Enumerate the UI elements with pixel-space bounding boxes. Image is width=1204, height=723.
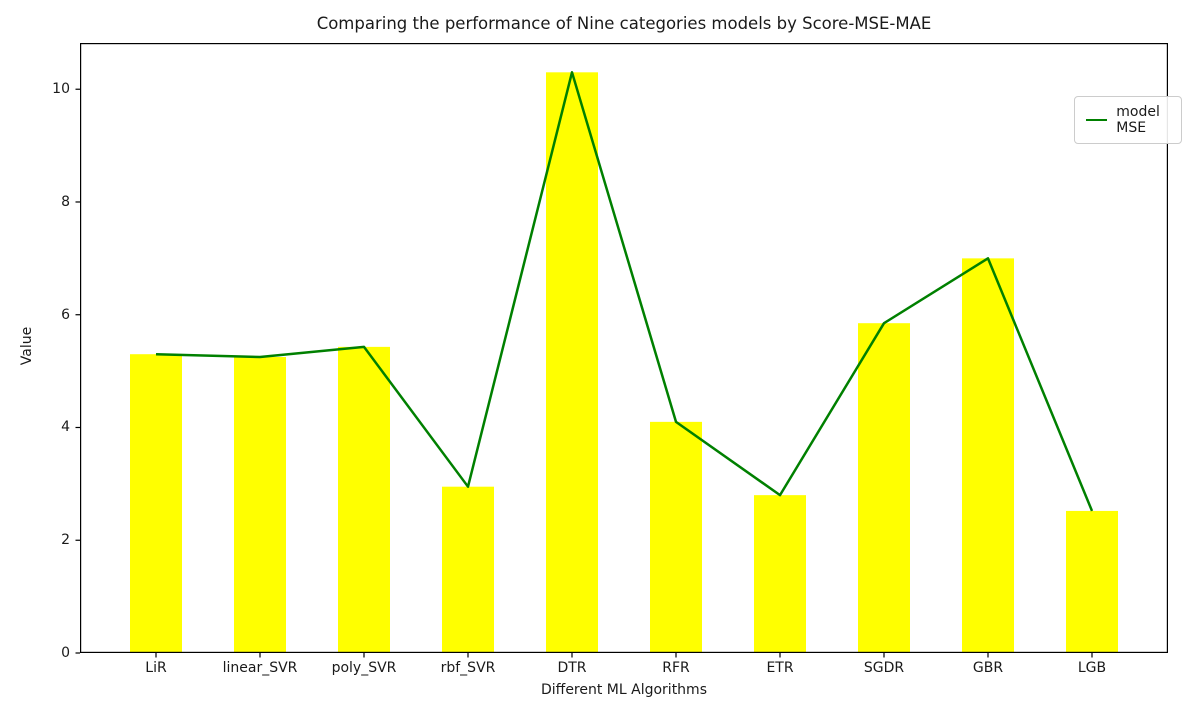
x-tick-label-SGDR: SGDR <box>863 660 905 676</box>
bar-RFR <box>650 421 702 653</box>
x-tick-label-LGB: LGB <box>1077 660 1107 676</box>
y-tick-label-2: 2 <box>61 532 70 549</box>
legend: model MSE <box>1074 96 1182 144</box>
bar-ETR <box>754 495 806 653</box>
bar-SGDR <box>858 323 910 653</box>
bar-GBR <box>962 258 1014 653</box>
bar-poly_SVR <box>338 346 390 653</box>
axes-spines <box>80 43 1169 653</box>
y-tick-label-0: 0 <box>61 645 70 661</box>
y-tick-label-10: 10 <box>52 81 70 98</box>
y-tick-label-8: 8 <box>61 193 70 210</box>
y-tick-label-6: 6 <box>61 306 70 323</box>
plot-area: model MSE <box>75 43 1182 658</box>
bar-LGB <box>1066 510 1118 653</box>
x-tick-label-ETR: ETR <box>766 660 794 676</box>
bar-rbf_SVR <box>442 486 494 653</box>
legend-line-sample <box>1086 118 1108 122</box>
bar-linear_SVR <box>234 357 286 653</box>
bar-LiR <box>130 354 182 653</box>
mse-line <box>155 71 1094 512</box>
bar-DTR <box>546 72 598 653</box>
x-tick-label-linear_SVR: linear_SVR <box>222 660 298 676</box>
legend-label: model MSE <box>1116 104 1160 136</box>
y-tick-label-4: 4 <box>61 419 70 436</box>
plot-canvas <box>75 43 1169 658</box>
x-tick-label-RFR: RFR <box>662 660 690 676</box>
x-axis-label: Different ML Algorithms <box>541 682 707 698</box>
y-axis-label: Value <box>19 326 35 366</box>
x-tick-label-rbf_SVR: rbf_SVR <box>440 660 496 676</box>
x-tick-label-LiR: LiR <box>145 660 167 676</box>
x-tick-label-poly_SVR: poly_SVR <box>331 660 397 676</box>
x-tick-label-DTR: DTR <box>557 660 587 676</box>
chart-title: Comparing the performance of Nine catego… <box>316 14 932 33</box>
x-tick-label-GBR: GBR <box>972 660 1004 676</box>
